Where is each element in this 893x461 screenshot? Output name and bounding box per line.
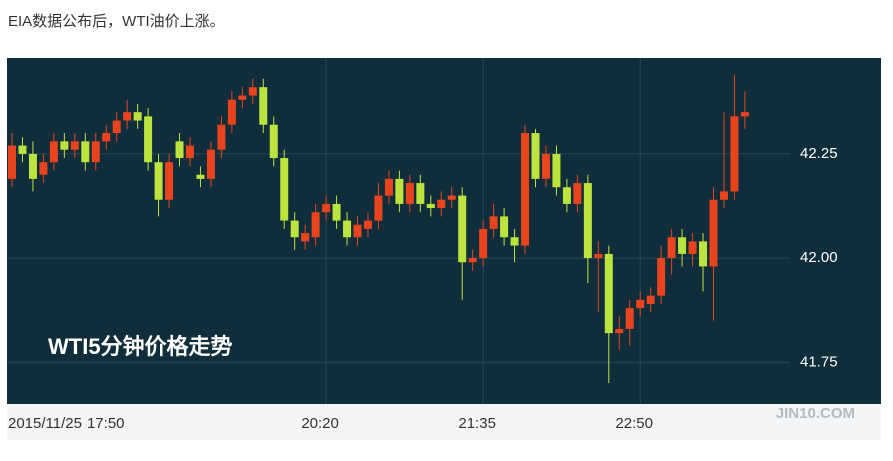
candle-body bbox=[426, 203, 435, 209]
candle-body bbox=[81, 141, 90, 163]
x-axis-strip bbox=[7, 404, 881, 440]
candle-body bbox=[468, 258, 477, 263]
date-label: 2015/11/25 bbox=[8, 415, 82, 432]
candle-body bbox=[353, 224, 362, 238]
candle-body bbox=[541, 153, 550, 179]
candle-body bbox=[678, 237, 687, 254]
candle-body bbox=[91, 141, 100, 163]
candle-body bbox=[583, 183, 592, 259]
candle-body bbox=[196, 174, 205, 179]
candle-body bbox=[636, 299, 645, 309]
candle-body bbox=[562, 187, 571, 204]
candle-body bbox=[28, 153, 37, 179]
candle-body bbox=[500, 216, 509, 238]
x-tick-time: 17:50 bbox=[87, 415, 125, 432]
candle-body bbox=[479, 228, 488, 259]
candle-body bbox=[343, 220, 352, 238]
candle-body bbox=[49, 141, 58, 163]
candle-body bbox=[248, 87, 257, 96]
candle-body bbox=[238, 95, 247, 100]
candle-body bbox=[458, 195, 467, 263]
candle-body bbox=[657, 258, 666, 296]
watermark: JIN10.COM bbox=[776, 405, 855, 422]
candle-body bbox=[730, 116, 739, 192]
candle-body bbox=[39, 162, 48, 175]
candle-body bbox=[259, 87, 268, 125]
candle-body bbox=[489, 216, 498, 229]
candle-body bbox=[154, 162, 163, 200]
candle-body bbox=[363, 220, 372, 229]
candle-body bbox=[311, 212, 320, 238]
candle-body bbox=[667, 237, 676, 259]
candle-body bbox=[185, 145, 194, 159]
candle-body bbox=[437, 199, 446, 209]
chart-title: WTI5分钟价格走势 bbox=[48, 334, 233, 359]
candle-body bbox=[206, 149, 215, 179]
candle-body bbox=[112, 120, 121, 134]
candle-body bbox=[60, 141, 69, 150]
candle-body bbox=[521, 133, 530, 246]
candle-body bbox=[604, 253, 613, 334]
candle-body bbox=[374, 195, 383, 221]
candle-body bbox=[384, 178, 393, 196]
candle-body bbox=[133, 112, 142, 121]
chart-panel bbox=[7, 58, 881, 404]
candle-body bbox=[395, 178, 404, 204]
candle-body bbox=[123, 112, 132, 121]
candle-body bbox=[416, 183, 425, 204]
candle-body bbox=[688, 241, 697, 254]
candle-body bbox=[18, 145, 27, 154]
candle-body bbox=[227, 99, 236, 125]
candle-body bbox=[301, 233, 310, 242]
candle-body bbox=[646, 295, 655, 304]
candle-body bbox=[531, 133, 540, 179]
candle-body bbox=[175, 141, 184, 159]
candle-body bbox=[709, 199, 718, 267]
candle-body bbox=[405, 183, 414, 204]
candle-body bbox=[290, 220, 299, 238]
y-tick-label: 42.00 bbox=[800, 249, 838, 266]
candle-body bbox=[217, 124, 226, 150]
candle-body bbox=[719, 191, 728, 200]
y-tick-label: 41.75 bbox=[800, 353, 838, 370]
candle-body bbox=[625, 308, 634, 329]
y-tick-label: 42.25 bbox=[800, 145, 838, 162]
candle-body bbox=[332, 203, 341, 221]
candle-body bbox=[552, 153, 561, 188]
candle-body bbox=[594, 253, 603, 259]
candle-body bbox=[280, 158, 289, 221]
candle-body bbox=[322, 203, 331, 213]
candle-body bbox=[144, 116, 153, 163]
candle-body bbox=[510, 237, 519, 246]
x-tick-label: 22:50 bbox=[615, 415, 653, 432]
x-tick-label: 2015/11/25 17:50 bbox=[8, 415, 125, 432]
candle-body bbox=[102, 133, 111, 142]
candle-body bbox=[269, 124, 278, 159]
candle-body bbox=[699, 241, 708, 267]
candle-body bbox=[740, 112, 749, 117]
candle-body bbox=[573, 183, 582, 204]
candle-body bbox=[8, 145, 16, 179]
candle-body bbox=[70, 141, 79, 150]
x-tick-label: 20:20 bbox=[301, 415, 339, 432]
x-tick-label: 21:35 bbox=[458, 415, 496, 432]
candle-body bbox=[447, 195, 456, 200]
caption: EIA数据公布后，WTI油价上涨。 bbox=[8, 13, 225, 30]
candle-body bbox=[165, 162, 174, 200]
candle-body bbox=[615, 328, 624, 334]
